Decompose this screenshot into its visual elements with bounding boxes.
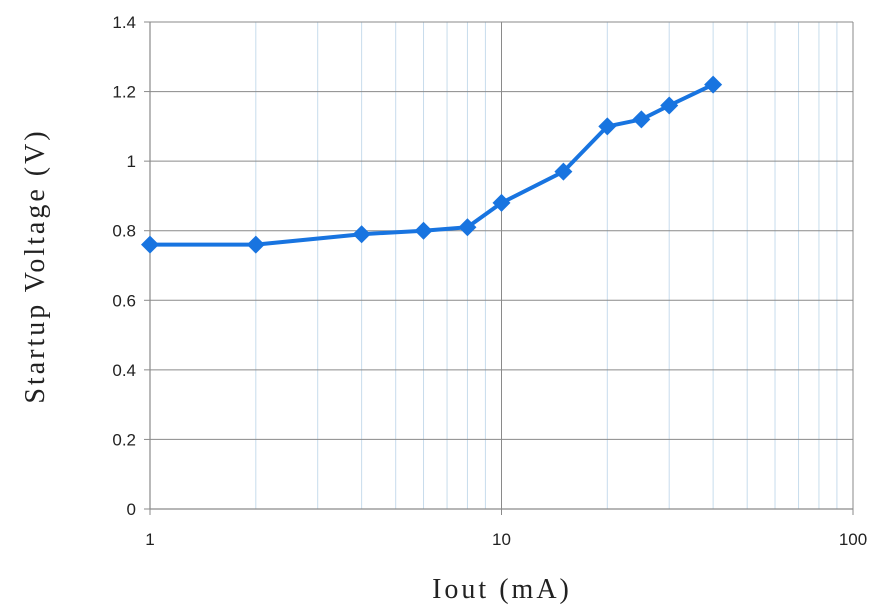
y-axis-title: Startup Voltage (V) [20,128,51,403]
data-point-marker [458,218,477,237]
data-point-marker [352,225,371,244]
data-point-marker [632,110,651,129]
data-point-marker [554,162,573,181]
y-tick-label: 1.2 [112,83,136,102]
series-line [150,82,714,247]
data-point-marker [141,235,159,254]
tick-labels: 0 0.2 0.4 0.6 0.8 1 1.2 1.4 1 10 100 [112,13,867,549]
data-point-marker [246,235,265,254]
y-tick-label: 1 [127,152,136,171]
y-tick-label: 1.4 [112,13,136,32]
data-point-marker [704,75,723,94]
x-tick-label: 100 [839,530,867,549]
grid-layer [149,21,854,510]
series-layer [141,75,723,254]
data-point-marker [414,221,433,240]
data-point-marker [492,193,511,212]
y-tick-label: 0.6 [112,291,136,310]
axis-layer [144,21,854,515]
x-tick-label: 10 [492,530,511,549]
x-axis-title: Iout (mA) [432,574,572,605]
y-tick-label: 0.2 [112,430,136,449]
data-point-marker [660,96,679,115]
y-tick-label: 0.4 [112,361,136,380]
y-tick-label: 0 [127,500,136,519]
data-point-marker [598,117,617,136]
x-tick-label: 1 [145,530,154,549]
y-tick-label: 0.8 [112,222,136,241]
